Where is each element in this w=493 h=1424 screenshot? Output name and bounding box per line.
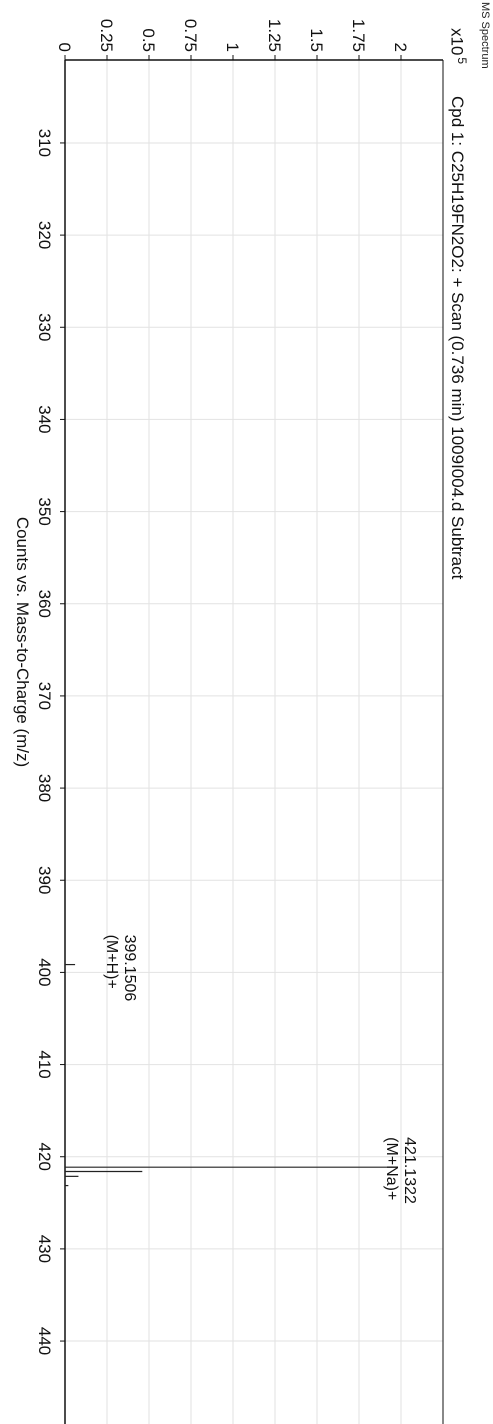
x-tick-label: 340 <box>35 405 54 433</box>
y-tick-label: 0 <box>55 43 74 52</box>
peak-annotation-label: 399.1506 <box>121 935 138 1002</box>
peak-annotation-label: (M+H)+ <box>103 935 120 989</box>
x-tick-label: 330 <box>35 313 54 341</box>
y-tick-label: 0.75 <box>181 19 200 52</box>
x-tick-label: 430 <box>35 1235 54 1263</box>
x-tick-label: 390 <box>35 866 54 894</box>
y-tick-label: 0.25 <box>97 19 116 52</box>
x-axis-title: Counts vs. Mass-to-Charge (m/z) <box>13 517 32 767</box>
y-tick-label: 2 <box>391 43 410 52</box>
x-tick-label: 380 <box>35 774 54 802</box>
y-tick-label: 1.75 <box>349 19 368 52</box>
y-tick-label: 1 <box>223 43 242 52</box>
x-tick-label: 370 <box>35 682 54 710</box>
x-tick-label: 360 <box>35 590 54 618</box>
x-tick-label: 350 <box>35 497 54 525</box>
x-tick-label: 320 <box>35 221 54 249</box>
x-tick-label: 410 <box>35 1050 54 1078</box>
x-tick-label: 400 <box>35 958 54 986</box>
y-tick-label: 1.25 <box>265 19 284 52</box>
x-tick-label: 440 <box>35 1327 54 1355</box>
peak-annotation-label: 421.1322 <box>401 1137 418 1204</box>
y-tick-label: 0.5 <box>139 28 158 52</box>
x-tick-label: 310 <box>35 129 54 157</box>
peak-annotation-label: (M+Na)+ <box>383 1137 400 1200</box>
x-tick-label: 420 <box>35 1143 54 1171</box>
y-tick-label: 1.5 <box>307 28 326 52</box>
